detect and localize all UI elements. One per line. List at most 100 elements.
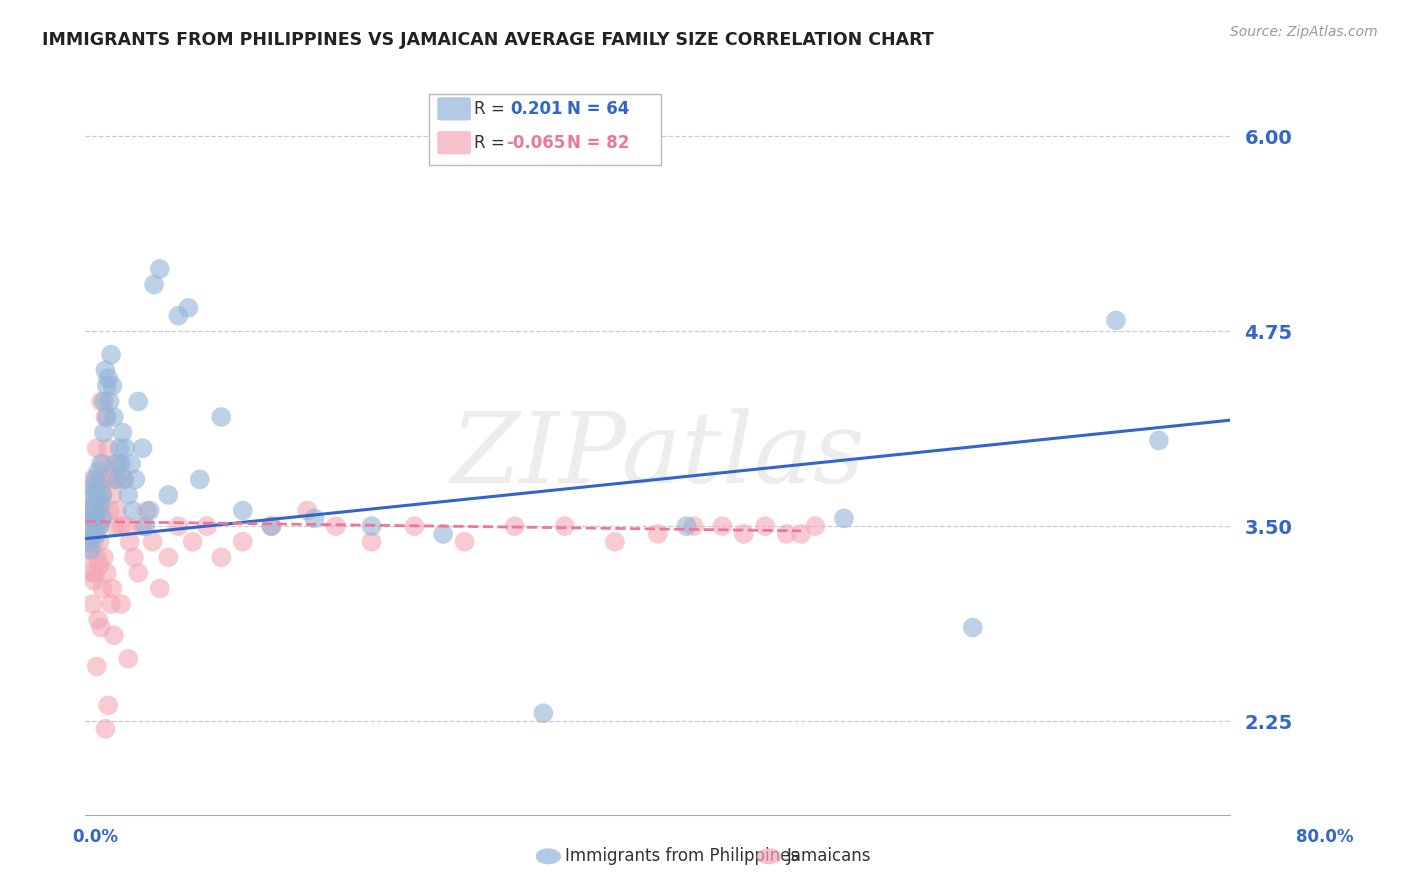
Point <box>100 472 122 486</box>
Point <box>79 550 101 565</box>
Point <box>82 472 104 486</box>
Point <box>157 488 180 502</box>
Point <box>89 534 111 549</box>
Point <box>209 410 232 425</box>
Text: R =: R = <box>474 100 510 118</box>
Point <box>96 410 118 425</box>
Point <box>91 488 114 502</box>
Point <box>77 534 100 549</box>
Point <box>87 613 110 627</box>
Point <box>89 472 111 486</box>
Point <box>188 472 211 486</box>
Point <box>83 574 105 588</box>
Point <box>90 496 112 510</box>
Point <box>100 348 122 362</box>
Point <box>804 519 827 533</box>
Point <box>360 519 382 533</box>
Point <box>101 582 124 596</box>
Point <box>962 620 984 634</box>
Text: 0.201: 0.201 <box>510 100 562 118</box>
Point <box>100 597 122 611</box>
Point <box>79 503 101 517</box>
Point <box>112 472 135 486</box>
Text: N = 64: N = 64 <box>567 100 628 118</box>
Point <box>86 527 108 541</box>
Point <box>84 511 107 525</box>
Point <box>647 527 669 541</box>
Point <box>733 527 755 541</box>
Point <box>98 503 121 517</box>
Point <box>82 597 104 611</box>
Text: IMMIGRANTS FROM PHILIPPINES VS JAMAICAN AVERAGE FAMILY SIZE CORRELATION CHART: IMMIGRANTS FROM PHILIPPINES VS JAMAICAN … <box>42 31 934 49</box>
Point <box>82 511 104 525</box>
Point <box>104 457 127 471</box>
Point <box>304 511 326 525</box>
Point <box>142 534 165 549</box>
Point <box>82 566 104 580</box>
Point <box>97 698 120 713</box>
Point <box>90 394 112 409</box>
Point <box>181 534 204 549</box>
Point <box>124 472 146 486</box>
Point <box>232 503 254 517</box>
Point <box>86 659 108 673</box>
Point <box>167 519 190 533</box>
Point <box>138 503 160 517</box>
Point <box>90 503 112 517</box>
Point <box>121 503 143 517</box>
Point <box>96 379 118 393</box>
Point <box>110 519 132 533</box>
Text: ZIPatlas: ZIPatlas <box>450 408 865 503</box>
Point <box>232 534 254 549</box>
Point <box>93 425 115 440</box>
Point <box>98 394 121 409</box>
Point <box>87 496 110 510</box>
Point <box>149 261 172 276</box>
Point <box>97 441 120 455</box>
Point <box>89 558 111 573</box>
Point <box>91 511 114 525</box>
Point <box>87 503 110 517</box>
Point <box>127 566 149 580</box>
Point <box>86 488 108 502</box>
Point <box>453 534 475 549</box>
Point <box>135 503 157 517</box>
Point <box>79 511 101 525</box>
Point <box>84 566 107 580</box>
Point <box>97 371 120 385</box>
Point <box>84 472 107 486</box>
Point <box>91 582 114 596</box>
Point <box>111 425 134 440</box>
Point <box>101 379 124 393</box>
Text: Immigrants from Philippines: Immigrants from Philippines <box>565 847 800 865</box>
Point <box>114 441 136 455</box>
Point <box>107 457 129 471</box>
Text: N = 82: N = 82 <box>567 134 628 152</box>
Point <box>110 597 132 611</box>
Point <box>103 472 125 486</box>
Point <box>77 519 100 533</box>
Point <box>149 582 172 596</box>
Point <box>325 519 347 533</box>
Point <box>295 503 318 517</box>
Point <box>209 550 232 565</box>
Point <box>1105 313 1128 327</box>
Point <box>84 519 107 533</box>
Point <box>93 394 115 409</box>
Point <box>260 519 283 533</box>
Point <box>80 488 103 502</box>
Point <box>83 496 105 510</box>
Point <box>89 519 111 533</box>
Point <box>432 527 454 541</box>
Point <box>90 620 112 634</box>
Point <box>91 488 114 502</box>
Point <box>603 534 626 549</box>
Point <box>157 550 180 565</box>
Point <box>177 301 200 315</box>
Point <box>93 457 115 471</box>
Point <box>94 363 117 377</box>
Text: 0.0%: 0.0% <box>73 828 118 846</box>
Point <box>167 309 190 323</box>
Point <box>80 542 103 557</box>
Point <box>554 519 576 533</box>
